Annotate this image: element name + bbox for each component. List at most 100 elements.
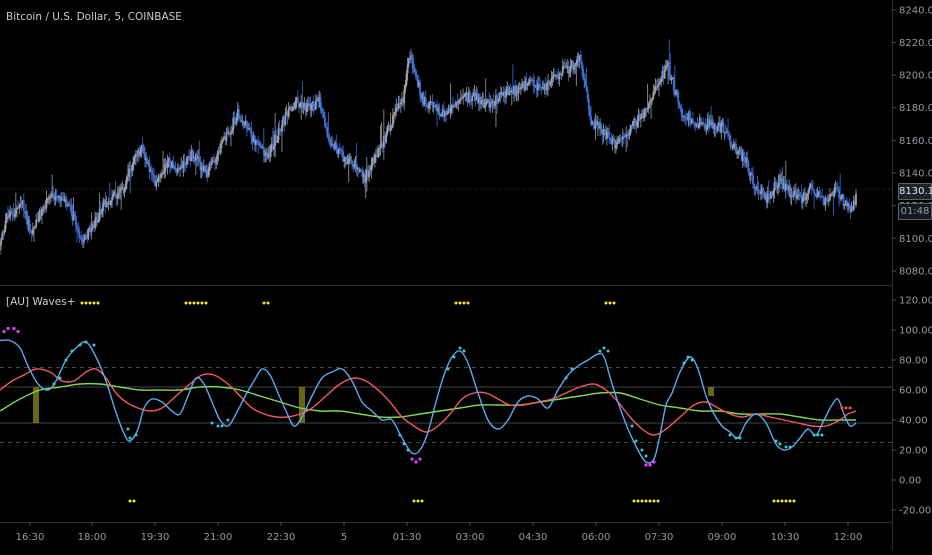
yellow-top-dot bbox=[88, 301, 92, 305]
yellow-bottom-dot bbox=[128, 499, 132, 503]
candle-body bbox=[164, 164, 167, 172]
candle-body bbox=[649, 100, 651, 104]
candle-body bbox=[36, 219, 39, 221]
candle-body bbox=[388, 125, 391, 130]
candle-body bbox=[422, 92, 425, 104]
candle-body bbox=[385, 134, 388, 143]
candle-body bbox=[473, 93, 476, 96]
candle-body bbox=[218, 150, 221, 153]
candle-body bbox=[90, 227, 93, 233]
magenta-signal-dot bbox=[652, 460, 656, 464]
cyan-signal-dot bbox=[820, 433, 824, 437]
candle-body bbox=[629, 124, 632, 133]
magenta-signal-dot bbox=[418, 457, 422, 461]
candle-body bbox=[82, 239, 85, 243]
indicator-title[interactable]: [AU] Waves+ bbox=[6, 296, 76, 308]
candle-body bbox=[45, 200, 48, 209]
candle-body bbox=[412, 58, 415, 68]
candle-body bbox=[576, 56, 579, 63]
candle-body bbox=[465, 92, 468, 94]
candle-body bbox=[706, 118, 709, 128]
candle-body bbox=[175, 170, 178, 173]
cyan-signal-dot bbox=[128, 436, 132, 440]
candle-body bbox=[841, 194, 844, 196]
cyan-signal-dot bbox=[816, 433, 820, 437]
cyan-signal-dot bbox=[64, 358, 68, 362]
candle-body bbox=[439, 114, 442, 116]
candle-body bbox=[166, 161, 169, 168]
candle-body bbox=[421, 92, 424, 99]
candle-body bbox=[584, 80, 587, 87]
candle-body bbox=[598, 122, 600, 129]
main-chart-title: Bitcoin / U.S. Dollar, 5, COINBASE bbox=[6, 11, 182, 23]
time-axis-label: 19:30 bbox=[141, 532, 170, 543]
candle-body bbox=[694, 123, 697, 127]
candle-body bbox=[168, 158, 171, 162]
candle-body bbox=[200, 166, 203, 171]
candle-body bbox=[207, 170, 210, 178]
candle-body bbox=[602, 129, 605, 136]
candle-body bbox=[39, 210, 42, 216]
price-axis-label: 8160.00 bbox=[899, 136, 932, 147]
magenta-signal-dot bbox=[16, 329, 20, 334]
candle-body bbox=[586, 90, 589, 100]
indicator-axis-label: 80.00 bbox=[899, 356, 928, 367]
candle-body bbox=[726, 131, 728, 133]
candle-body bbox=[775, 187, 778, 189]
candle-body bbox=[115, 196, 118, 199]
candle-body bbox=[211, 160, 214, 163]
candle-body bbox=[170, 161, 172, 168]
candle-body bbox=[699, 117, 702, 125]
candle-body bbox=[485, 101, 488, 103]
candle-body bbox=[16, 207, 18, 210]
candle-body bbox=[423, 97, 426, 104]
candle-body bbox=[565, 66, 568, 68]
candle-body bbox=[326, 127, 329, 136]
candle-body bbox=[513, 85, 515, 94]
candle-body bbox=[780, 178, 783, 182]
candle-body bbox=[436, 105, 438, 112]
candle-body bbox=[738, 148, 741, 152]
candle-body bbox=[763, 191, 766, 199]
candle-body bbox=[678, 102, 681, 107]
candle-body bbox=[256, 139, 258, 142]
candle-body bbox=[174, 168, 177, 171]
candle-body bbox=[641, 113, 643, 119]
candle-body bbox=[637, 114, 640, 121]
candle-body bbox=[393, 113, 395, 116]
candle-body bbox=[617, 141, 620, 143]
magenta-signal-dot bbox=[648, 463, 652, 467]
candle-body bbox=[318, 97, 321, 102]
candle-body bbox=[141, 145, 144, 147]
candle-body bbox=[322, 111, 325, 118]
candle-body bbox=[121, 186, 124, 189]
candle-body bbox=[615, 144, 617, 149]
candle-body bbox=[645, 108, 648, 110]
candle-body bbox=[251, 137, 254, 143]
candle-body bbox=[285, 112, 288, 115]
candle-body bbox=[301, 101, 304, 108]
candle-body bbox=[850, 206, 853, 212]
candle-body bbox=[327, 135, 330, 139]
candle-body bbox=[329, 143, 332, 145]
candle-body bbox=[526, 83, 529, 86]
candle-body bbox=[491, 101, 494, 104]
candle-body bbox=[652, 91, 655, 100]
price-axis-label: 8220.00 bbox=[899, 38, 932, 49]
candle-body bbox=[293, 107, 296, 109]
candle-body bbox=[213, 160, 215, 162]
candle-body bbox=[244, 121, 247, 124]
countdown-badge: 01:48 bbox=[898, 203, 932, 220]
candle-body bbox=[335, 142, 338, 151]
magenta-signal-dot bbox=[6, 326, 10, 331]
candle-body bbox=[53, 194, 56, 200]
candle-body bbox=[9, 211, 12, 217]
candle-body bbox=[476, 93, 479, 103]
candle-body bbox=[787, 186, 789, 192]
cyan-signal-dot bbox=[784, 445, 788, 449]
candle-body bbox=[643, 110, 646, 118]
candle-body bbox=[625, 133, 628, 137]
time-axis-label: 10:30 bbox=[771, 532, 800, 543]
